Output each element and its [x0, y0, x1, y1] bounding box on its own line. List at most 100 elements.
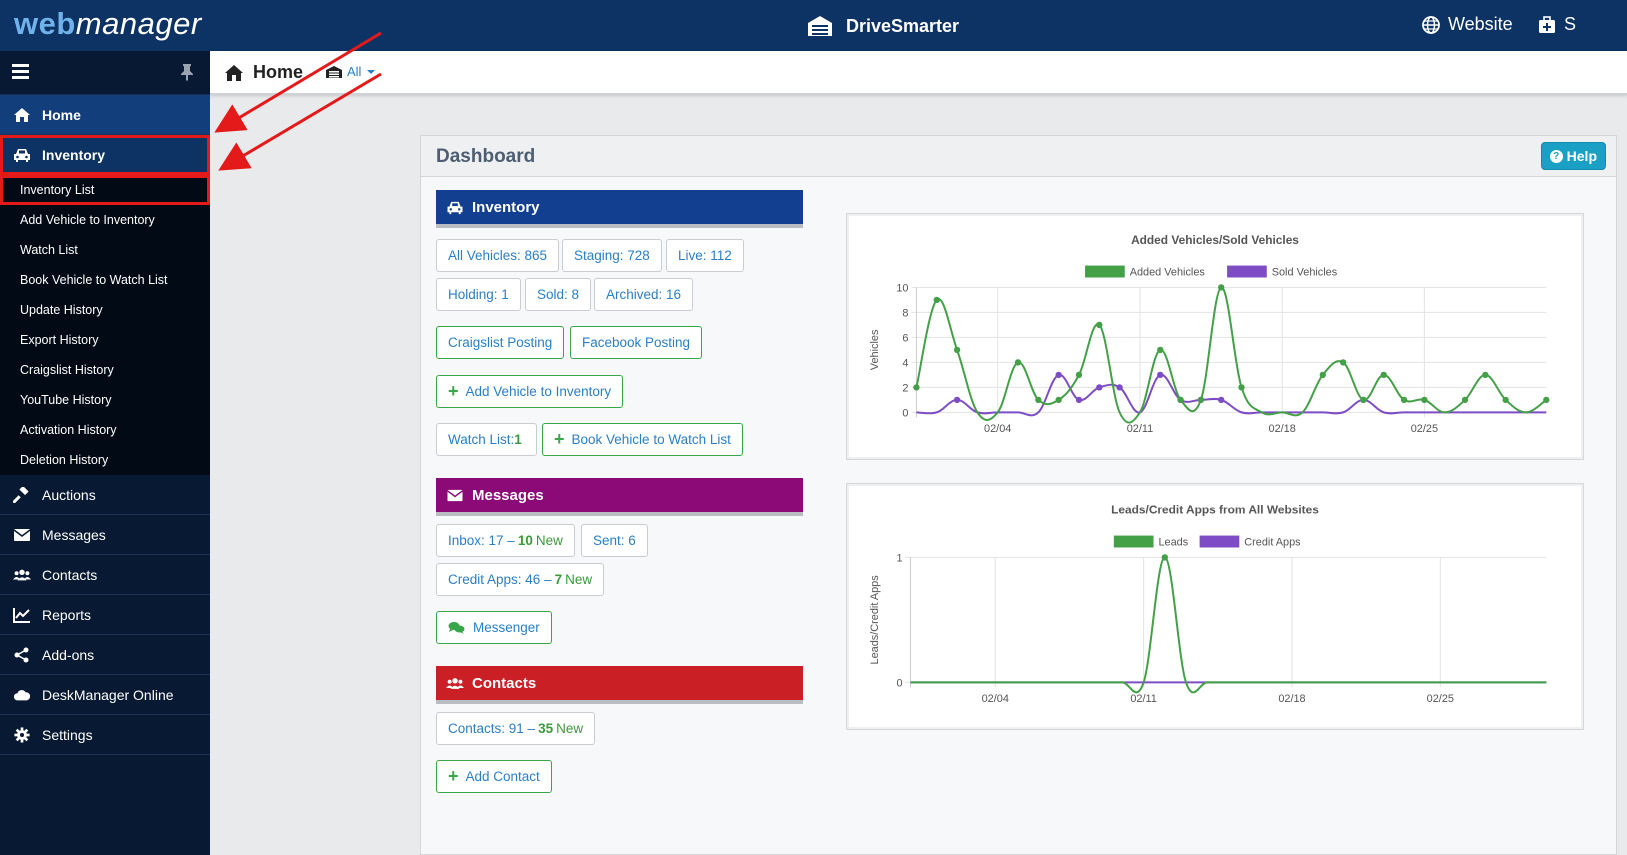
- sidebar-item-auctions[interactable]: Auctions: [0, 475, 210, 515]
- location-filter-dropdown[interactable]: All: [325, 64, 376, 79]
- dashboard-header: Dashboard ? Help: [421, 136, 1616, 177]
- contacts-new-count: 35: [538, 721, 554, 736]
- watch-list-label: Watch List:: [448, 432, 515, 447]
- data-point: [953, 396, 961, 404]
- staging-button[interactable]: Staging: 728: [562, 239, 662, 272]
- plus-icon: +: [448, 381, 459, 401]
- data-point: [1218, 396, 1225, 404]
- submenu-add-vehicle[interactable]: Add Vehicle to Inventory: [20, 213, 155, 227]
- users-icon: [12, 566, 32, 584]
- data-point: [1502, 396, 1509, 404]
- sidebar-toolbar: [0, 51, 210, 95]
- craigslist-posting-button[interactable]: Craigslist Posting: [436, 326, 565, 359]
- top-bar: webmanager DriveSmarter Website S: [0, 0, 1627, 51]
- live-button[interactable]: Live: 112: [666, 239, 744, 272]
- garage-icon: [808, 16, 832, 36]
- sidebar-item-add-ons[interactable]: Add-ons: [0, 635, 210, 675]
- logo-manager: manager: [75, 6, 202, 41]
- data-point: [1096, 321, 1103, 329]
- dealer-brand[interactable]: DriveSmarter: [806, 14, 959, 38]
- help-button[interactable]: ? Help: [1540, 142, 1606, 170]
- submenu-export-history[interactable]: Export History: [20, 333, 99, 347]
- series-line: [910, 556, 1547, 694]
- submenu-inventory-list[interactable]: Inventory List: [0, 175, 210, 205]
- chart-title: Added Vehicles/Sold Vehicles: [1131, 233, 1299, 247]
- webmanager-logo[interactable]: webmanager: [14, 6, 202, 42]
- y-axis-label: Vehicles: [869, 329, 881, 370]
- share-icon: [12, 646, 32, 664]
- all-vehicles-button[interactable]: All Vehicles: 865: [436, 239, 560, 272]
- contacts-section-title: Contacts: [472, 674, 537, 692]
- add-vehicle-button[interactable]: + Add Vehicle to Inventory: [436, 375, 624, 408]
- website-label: Website: [1448, 14, 1513, 34]
- book-vehicle-button[interactable]: + Book Vehicle to Watch List: [542, 423, 743, 456]
- archived-button[interactable]: Archived: 16: [594, 278, 694, 311]
- data-point: [1161, 554, 1168, 561]
- sidebar-item-contacts[interactable]: Contacts: [0, 555, 210, 595]
- sidebar-item-deskmanager[interactable]: DeskManager Online: [0, 675, 210, 715]
- home-icon: [12, 106, 32, 124]
- home-icon: [225, 64, 243, 81]
- cloud-icon: [12, 686, 32, 704]
- brand-name: DriveSmarter: [846, 15, 960, 36]
- messenger-button[interactable]: Messenger: [436, 611, 552, 644]
- vehicles-chart: Added Vehicles/Sold Vehicles Added Vehicl…: [846, 213, 1584, 460]
- credit-apps-label: Credit Apps: 46 –: [448, 572, 552, 587]
- car-icon: [12, 146, 32, 164]
- submenu-youtube-history[interactable]: YouTube History: [20, 393, 112, 407]
- data-point: [933, 296, 940, 304]
- garage-icon: [326, 65, 342, 78]
- submenu-book-vehicle[interactable]: Book Vehicle to Watch List: [20, 273, 168, 287]
- credit-apps-button[interactable]: Credit Apps: 46 –7 New: [436, 563, 605, 596]
- y-axis-label: Leads/Credit Apps: [869, 575, 881, 665]
- dashboard-panel: Dashboard ? Help Inventory All Vehicles:…: [420, 135, 1617, 855]
- logo-web: web: [14, 6, 76, 41]
- add-contact-button[interactable]: + Add Contact: [436, 760, 552, 793]
- inbox-button[interactable]: Inbox: 17 –10 New: [436, 524, 575, 557]
- sidebar-item-home[interactable]: Home: [0, 95, 210, 135]
- contacts-label: Contacts: 91 –: [448, 721, 536, 736]
- facebook-posting-button[interactable]: Facebook Posting: [570, 326, 703, 359]
- x-tick-label: 02/04: [982, 693, 1009, 705]
- y-tick-label: 2: [902, 382, 908, 394]
- x-tick-label: 02/25: [1427, 693, 1454, 705]
- contacts-button[interactable]: Contacts: 91 –35 New: [436, 712, 596, 745]
- watch-list-button[interactable]: Watch List: 1: [436, 423, 537, 456]
- submenu-watch-list[interactable]: Watch List: [20, 243, 78, 257]
- sidebar-item-inventory[interactable]: Inventory: [0, 135, 210, 175]
- x-tick-label: 02/25: [1411, 423, 1438, 435]
- data-point: [1238, 384, 1245, 391]
- sidebar-item-messages[interactable]: Messages: [0, 515, 210, 555]
- legend-swatch: [1085, 265, 1125, 278]
- line-chart-icon: [12, 606, 32, 624]
- x-tick-label: 02/04: [984, 423, 1011, 435]
- hamburger-icon[interactable]: [12, 64, 29, 79]
- pin-icon[interactable]: [180, 63, 194, 81]
- data-point: [1543, 396, 1550, 404]
- submenu-deletion-history[interactable]: Deletion History: [20, 453, 109, 467]
- data-point: [1197, 396, 1205, 404]
- website-link[interactable]: Website: [1422, 14, 1513, 35]
- gavel-icon: [12, 486, 32, 504]
- truncated-top-link[interactable]: S: [1538, 14, 1576, 35]
- sidebar-item-settings[interactable]: Settings: [0, 715, 210, 755]
- contacts-section-header: Contacts: [436, 666, 803, 704]
- sidebar-item-label: Inventory: [42, 146, 106, 163]
- submenu-activation-history[interactable]: Activation History: [20, 423, 117, 437]
- holding-button[interactable]: Holding: 1: [436, 278, 521, 311]
- sidebar-item-label: Settings: [42, 726, 93, 743]
- sent-button[interactable]: Sent: 6: [581, 524, 648, 557]
- sidebar-item-label: Contacts: [42, 566, 98, 583]
- sidebar-item-reports[interactable]: Reports: [0, 595, 210, 635]
- data-point: [953, 346, 961, 354]
- credit-apps-new-count: 7: [554, 572, 563, 587]
- sold-button[interactable]: Sold: 8: [525, 278, 592, 311]
- envelope-icon: [12, 526, 32, 544]
- legend-swatch: [1227, 265, 1267, 278]
- inventory-section-title: Inventory: [472, 198, 540, 216]
- submenu-craigslist-history[interactable]: Craigslist History: [20, 363, 114, 377]
- breadcrumb-home[interactable]: Home: [224, 62, 303, 83]
- credit-apps-new-label: New: [565, 572, 593, 587]
- submenu-update-history[interactable]: Update History: [20, 303, 103, 317]
- data-point: [1339, 359, 1347, 366]
